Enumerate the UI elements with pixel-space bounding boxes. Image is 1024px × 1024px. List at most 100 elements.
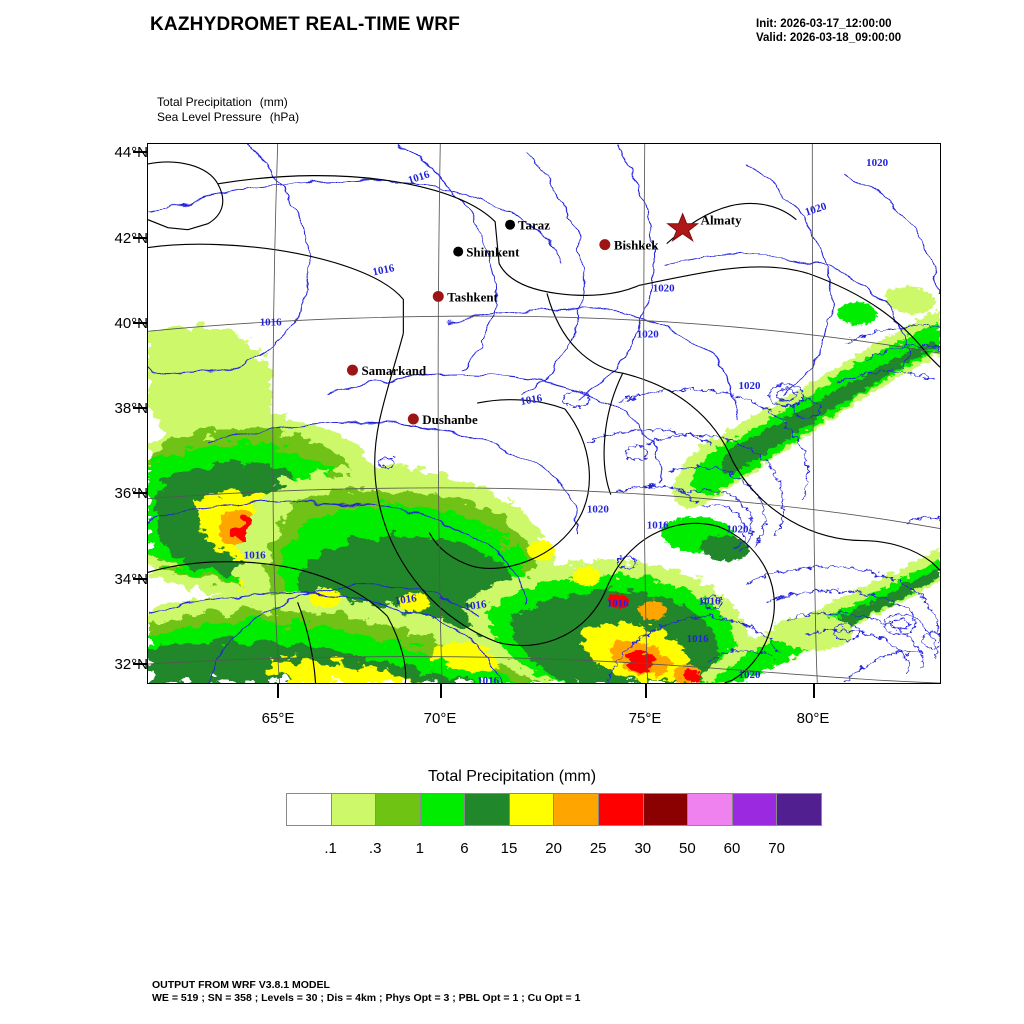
svg-text:1016: 1016	[372, 262, 396, 278]
city-marker-shimkent[interactable]: Shimkent	[453, 245, 520, 260]
colorbar-swatch-4	[465, 794, 510, 825]
city-label-almaty: Almaty	[701, 213, 743, 228]
lat-tick-40n	[133, 322, 147, 324]
init-time-label: Init: 2026-03-17_12:00:00	[756, 18, 892, 30]
isobar-labels: 1016 1016 1016 1016 1016 1016 1012 1012 …	[244, 157, 889, 683]
svg-text:1016: 1016	[394, 592, 418, 607]
precipitation-field	[148, 286, 940, 683]
footer-line-model: OUTPUT FROM WRF V3.8.1 MODEL	[152, 979, 330, 991]
lat-label-34n: 34°N	[114, 571, 148, 588]
svg-text:1016: 1016	[477, 675, 499, 683]
city-label-samarkand: Samarkand	[361, 363, 427, 378]
forecast-map[interactable]: 1016 1016 1016 1016 1016 1016 1012 1012 …	[147, 143, 941, 684]
star-icon	[666, 212, 700, 243]
lon-tick-80e	[813, 684, 815, 698]
caption-precip-unit: (mm)	[259, 95, 288, 109]
city-marker-almaty[interactable]: Almaty	[666, 212, 743, 243]
colorbar-swatch-2	[376, 794, 421, 825]
city-markers: Almaty Taraz Shimkent Bishkek	[346, 212, 743, 427]
lon-tick-65e	[277, 684, 279, 698]
field-caption: Total Precipitation (mm) Sea Level Pressu…	[157, 95, 299, 125]
colorbar-swatch-6	[554, 794, 600, 825]
svg-text:1016: 1016	[260, 316, 282, 328]
colorbar-tick-5: 20	[545, 840, 562, 857]
city-label-bishkek: Bishkek	[614, 238, 659, 253]
colorbar-swatch-0	[287, 794, 332, 825]
city-marker-tashkent[interactable]: Tashkent	[432, 289, 499, 304]
colorbar-swatch-10	[732, 794, 778, 825]
colorbar-tick-7: 30	[634, 840, 652, 857]
map-canvas: 1016 1016 1016 1016 1016 1016 1012 1012 …	[148, 144, 940, 683]
caption-precip-line: Total Precipitation (mm)	[157, 95, 299, 110]
city-label-tashkent: Tashkent	[447, 289, 498, 304]
colorbar-title: Total Precipitation (mm)	[427, 768, 597, 785]
svg-text:1020: 1020	[739, 669, 761, 681]
footer-line-config: WE = 519 ; SN = 358 ; Levels = 30 ; Dis …	[152, 992, 581, 1004]
svg-text:1020: 1020	[637, 328, 659, 340]
svg-text:1020: 1020	[866, 157, 888, 169]
colorbar-tick-9: 60	[723, 840, 741, 857]
page-title: KAZHYDROMET REAL-TIME WRF	[150, 14, 461, 35]
colorbar-tick-6: 25	[589, 840, 607, 857]
caption-pressure-line: Sea Level Pressure (hPa)	[157, 110, 299, 125]
lon-label-65e: 65°E	[261, 710, 295, 727]
lat-label-38n: 38°N	[114, 400, 148, 417]
svg-text:1020: 1020	[587, 504, 609, 516]
lat-label-40n: 40°N	[114, 315, 148, 332]
svg-text:1020: 1020	[653, 282, 675, 294]
lat-tick-38n	[133, 407, 147, 409]
city-label-shimkent: Shimkent	[466, 245, 520, 260]
lat-tick-32n	[133, 663, 147, 665]
colorbar-swatch-7	[599, 794, 644, 825]
dot-icon	[505, 219, 516, 230]
model-footer: OUTPUT FROM WRF V3.8.1 MODEL WE = 519 ; …	[152, 979, 580, 1005]
colorbar-tick-0: .1	[324, 840, 337, 857]
model-run-info: Init: 2026-03-17_12:00:00 Valid: 2026-03…	[756, 17, 901, 45]
city-marker-bishkek[interactable]: Bishkek	[599, 238, 659, 253]
lon-tick-70e	[440, 684, 442, 698]
colorbar-tick-10: 70	[768, 840, 785, 857]
precipitation-colorbar[interactable]	[286, 793, 822, 826]
svg-text:1016: 1016	[244, 549, 266, 561]
dot-icon	[346, 364, 358, 376]
caption-pressure-name: Sea Level Pressure	[157, 110, 262, 124]
dot-icon	[407, 413, 419, 425]
lat-tick-44n	[133, 151, 147, 153]
graticule	[148, 144, 940, 683]
precip-band-pamir	[466, 561, 752, 683]
colorbar-swatch-5	[509, 794, 555, 825]
lat-tick-36n	[133, 492, 147, 494]
svg-text:1020: 1020	[739, 380, 761, 392]
isobar-contours	[148, 144, 940, 683]
svg-text:1016: 1016	[699, 595, 721, 607]
city-label-taraz: Taraz	[518, 218, 550, 233]
lon-label-75e: 75°E	[628, 710, 662, 727]
colorbar-tick-labels: .1 .3 1 6 15 20 25 30 50 60 70	[286, 840, 822, 860]
lon-label-70e: 70°E	[423, 710, 457, 727]
svg-text:1016: 1016	[519, 392, 543, 408]
svg-text:1016: 1016	[464, 598, 488, 613]
lat-label-32n: 32°N	[114, 656, 148, 673]
svg-text:1016: 1016	[687, 633, 709, 645]
colorbar-swatch-9	[688, 794, 733, 825]
colorbar-tick-4: 15	[500, 840, 518, 857]
colorbar-swatch-3	[420, 794, 466, 825]
colorbar-swatch-8	[643, 794, 689, 825]
city-marker-samarkand[interactable]: Samarkand	[346, 363, 427, 378]
city-marker-taraz[interactable]: Taraz	[505, 218, 550, 233]
svg-text:1016: 1016	[647, 520, 669, 532]
city-label-dushanbe: Dushanbe	[422, 412, 478, 427]
colorbar-tick-1: .3	[368, 840, 382, 857]
dot-icon	[432, 290, 444, 302]
lon-tick-75e	[645, 684, 647, 698]
lon-label-80e: 80°E	[796, 710, 830, 727]
lat-tick-34n	[133, 578, 147, 580]
dot-icon	[599, 239, 611, 251]
colorbar-tick-2: 1	[415, 840, 424, 857]
map-layers: 1016 1016 1016 1016 1016 1016 1012 1012 …	[148, 144, 940, 683]
svg-text:1020: 1020	[727, 524, 749, 536]
lat-label-36n: 36°N	[114, 485, 148, 502]
city-marker-dushanbe[interactable]: Dushanbe	[407, 412, 478, 427]
colorbar-tick-3: 6	[460, 840, 469, 857]
colorbar-swatch-11	[777, 794, 821, 825]
